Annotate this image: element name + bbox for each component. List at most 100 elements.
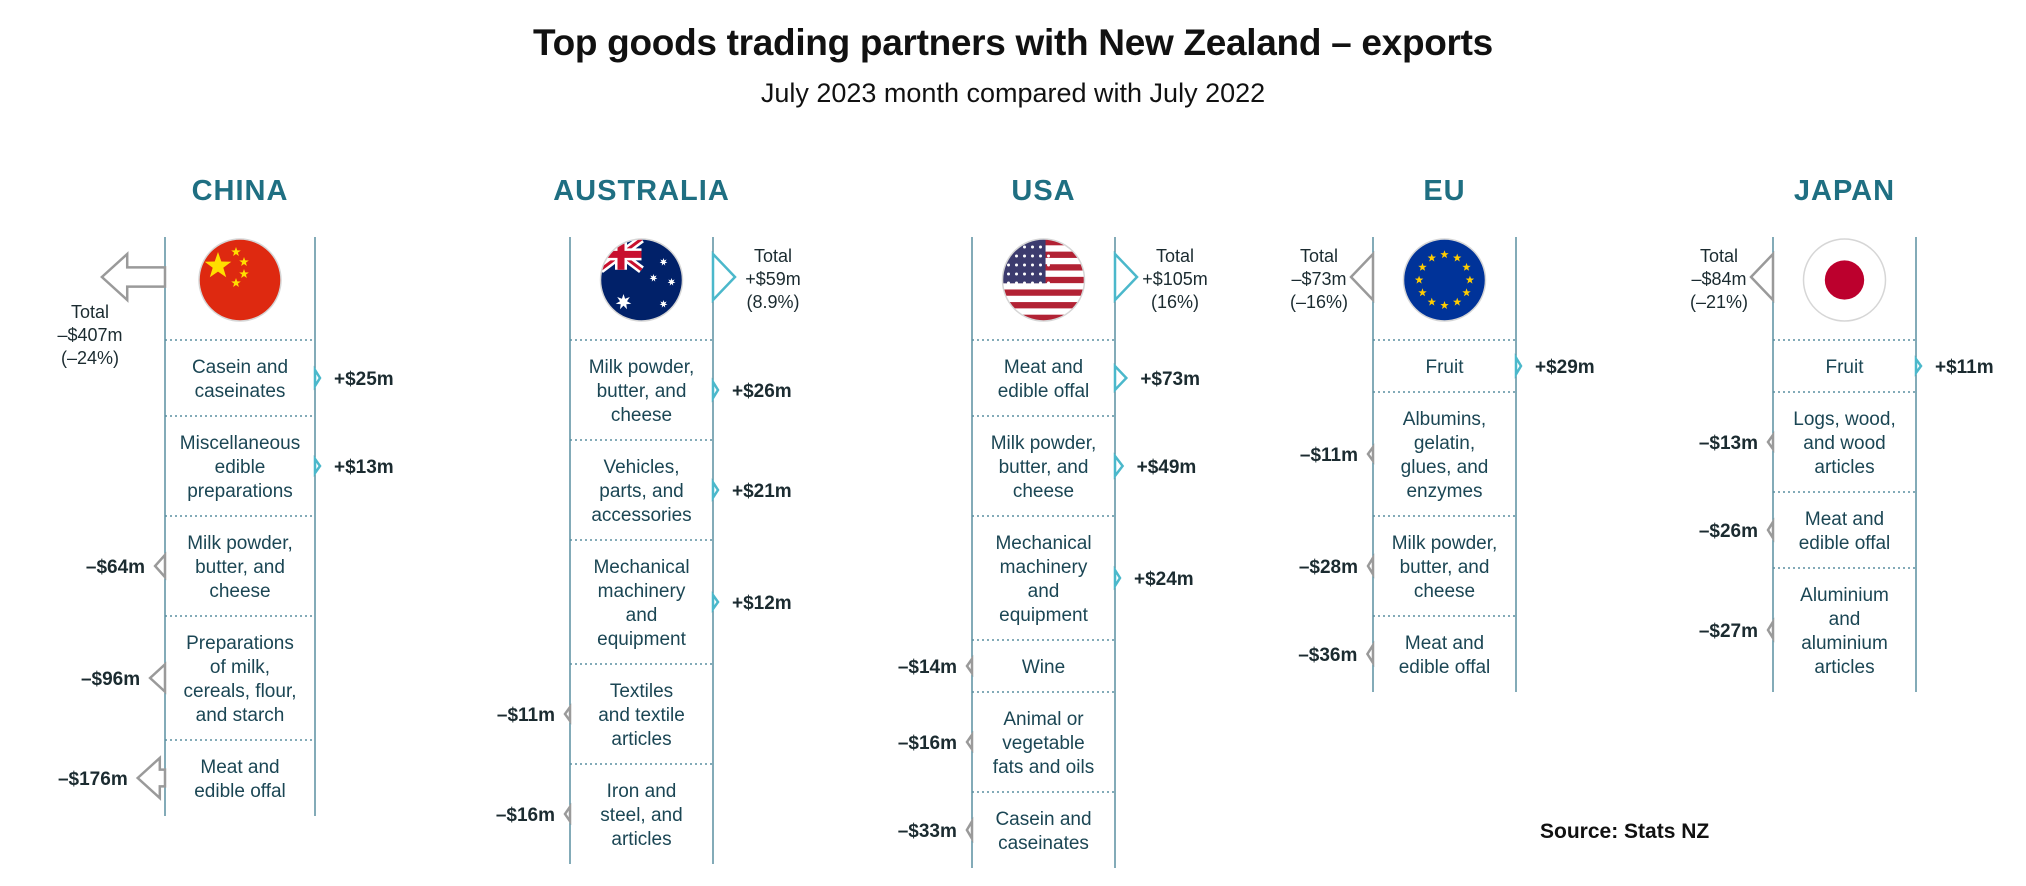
change-value: +$24m [1134, 569, 1194, 590]
category-label: edible offal [1399, 657, 1491, 678]
eu-flag [1403, 239, 1486, 321]
category-label: Mechanical [995, 533, 1091, 554]
usa-flag [1002, 239, 1085, 321]
country-name: JAPAN [1794, 175, 1895, 207]
category-label: Logs, wood, [1793, 409, 1895, 430]
total-value: –$84m [1691, 269, 1746, 289]
change-value: –$33m [898, 821, 957, 842]
category-label: Milk powder, [1392, 533, 1498, 554]
country-panel-usa: USA Total +$105m (16%) Meat and edible offal +… [898, 175, 1208, 868]
category-label: articles [1814, 657, 1874, 678]
category-label: Casein and [192, 357, 288, 378]
change-value: –$11m [1300, 445, 1358, 466]
category-label: parts, and [599, 481, 684, 502]
change-arrow [965, 730, 974, 754]
change-value: –$16m [898, 733, 957, 754]
change-arrow [1366, 553, 1375, 579]
change-arrow [1514, 353, 1523, 379]
category-label: Casein and [995, 809, 1091, 830]
category-label: butter, and [999, 457, 1089, 478]
change-arrow [711, 478, 720, 502]
total-label: Total [1700, 246, 1738, 266]
country-panel-australia: AUSTRALIA Total +$59m (8.9%) Milk powder, but… [496, 175, 801, 864]
change-value: –$11m [497, 705, 555, 726]
change-arrow [1365, 640, 1375, 668]
category-label: Miscellaneous [180, 433, 300, 454]
category-label: and wood [1803, 433, 1885, 454]
category-label: Mechanical [593, 557, 689, 578]
category-label: steel, and [600, 805, 682, 826]
category-label: Albumins, [1403, 409, 1486, 430]
country-name: USA [1011, 175, 1075, 207]
change-value: +$25m [334, 369, 394, 390]
category-label: Fruit [1826, 357, 1865, 378]
category-label: Milk powder, [991, 433, 1097, 454]
total-pct: (16%) [1151, 292, 1199, 312]
category-label: Meat and [1004, 357, 1083, 378]
change-arrow [148, 661, 167, 695]
category-label: Meat and [200, 757, 279, 778]
change-value: –$16m [496, 805, 555, 826]
chart-subtitle: July 2023 month compared with July 2022 [760, 78, 1266, 108]
change-arrow [135, 755, 167, 801]
total-pct: (–21%) [1690, 292, 1748, 312]
change-value: +$11m [1935, 357, 1994, 378]
total-arrow [711, 250, 737, 304]
category-label: machinery [598, 581, 686, 602]
category-label: of milk, [210, 657, 270, 678]
category-label: butter, and [597, 381, 687, 402]
total-label: Total [1300, 246, 1338, 266]
category-label: Milk powder, [187, 533, 293, 554]
category-label: equipment [597, 629, 686, 650]
category-label: and [1028, 581, 1060, 602]
total-pct: (8.9%) [746, 292, 799, 312]
total-arrow [1749, 250, 1775, 304]
change-arrow [1113, 363, 1129, 393]
category-label: cheese [209, 581, 270, 602]
country-panel-eu: EU Total –$73m (–16%) Fruit +$29m Albumins, gel… [1290, 175, 1595, 692]
total-label: Total [1156, 246, 1194, 266]
change-value: +$29m [1535, 357, 1595, 378]
category-label: edible offal [1799, 533, 1891, 554]
change-arrow [563, 802, 572, 826]
category-label: Meat and [1805, 509, 1884, 530]
change-value: +$49m [1137, 457, 1197, 478]
country-name: CHINA [192, 175, 289, 207]
total-pct: (–16%) [1290, 292, 1348, 312]
category-label: edible offal [194, 781, 286, 802]
change-value: +$21m [732, 481, 792, 502]
category-label: fats and oils [993, 757, 1094, 778]
total-arrow [1349, 250, 1375, 304]
category-label: Milk powder, [589, 357, 695, 378]
category-label: gelatin, [1414, 433, 1475, 454]
category-label: enzymes [1406, 481, 1482, 502]
category-label: Fruit [1426, 357, 1465, 378]
change-value: –$64m [86, 557, 145, 578]
japan-flag [1803, 239, 1886, 321]
change-arrow [711, 377, 720, 403]
country-name: EU [1423, 175, 1465, 207]
change-value: +$13m [334, 457, 394, 478]
category-label: Iron and [607, 781, 677, 802]
change-arrow [1366, 443, 1375, 465]
change-value: +$73m [1140, 369, 1200, 390]
category-label: butter, and [1400, 557, 1490, 578]
change-arrow [153, 551, 167, 581]
change-arrow [1914, 355, 1923, 377]
chart-title: Top goods trading partners with New Zeal… [533, 22, 1493, 63]
total-value: +$105m [1142, 269, 1208, 289]
category-label: aluminium [1801, 633, 1888, 654]
change-arrow [1766, 617, 1775, 643]
category-label: articles [611, 729, 671, 750]
category-label: cheese [611, 405, 672, 426]
country-panel-china: CHINA Total –$407m (–24%) Casein and caseinat… [57, 175, 394, 816]
category-label: cereals, flour, [184, 681, 297, 702]
total-pct: (–24%) [61, 348, 119, 368]
total-label: Total [71, 302, 109, 322]
category-label: Wine [1022, 657, 1065, 678]
total-value: –$73m [1291, 269, 1346, 289]
category-label: cheese [1414, 581, 1475, 602]
total-value: +$59m [745, 269, 801, 289]
category-label: Preparations [186, 633, 294, 654]
